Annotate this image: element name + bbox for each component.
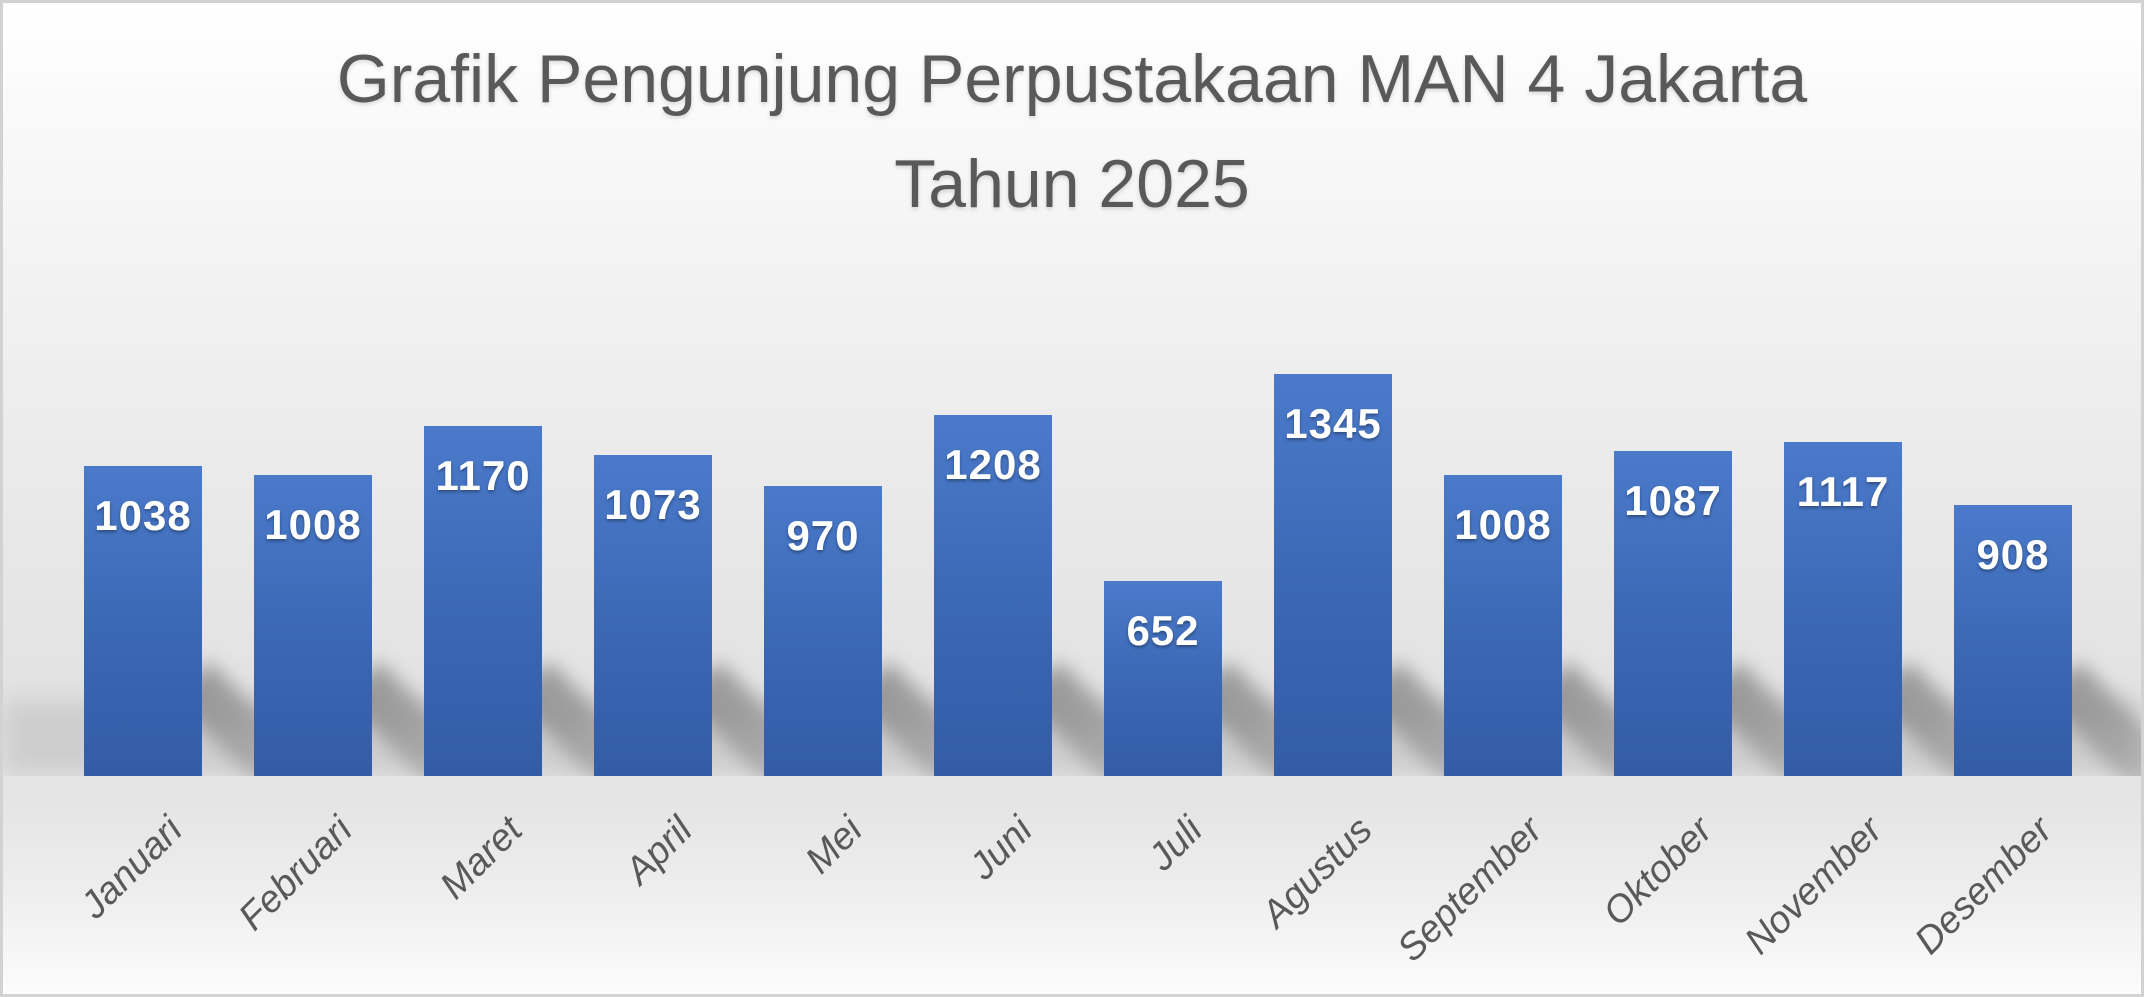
- bar-value-label: 1073: [604, 481, 702, 528]
- bar-mei: 970: [764, 486, 882, 776]
- bar-desember: 908: [1954, 505, 2072, 776]
- bar-value-label: 970: [786, 512, 860, 559]
- x-axis-label-januari: Januari: [72, 809, 191, 927]
- bar-oktober: 1087: [1614, 451, 1732, 776]
- chart-title: Grafik Pengunjung Perpustakaan MAN 4 Jak…: [3, 27, 2141, 238]
- bar-januari: 1038: [84, 466, 202, 776]
- bar-value-label: 908: [1976, 531, 2050, 578]
- bar-value-label: 1008: [264, 501, 362, 548]
- bar-value-label: 1038: [94, 492, 192, 539]
- bar-value-label: 652: [1126, 607, 1200, 654]
- bar-april: 1073: [594, 455, 712, 776]
- bar-juni: 1208: [934, 415, 1052, 776]
- bar-november: 1117: [1784, 442, 1902, 776]
- bar-value-label: 1117: [1796, 468, 1890, 515]
- bar-value-label: 1008: [1454, 501, 1552, 548]
- chart-title-line2: Tahun 2025: [894, 146, 1250, 223]
- chart-title-line1: Grafik Pengunjung Perpustakaan MAN 4 Jak…: [336, 41, 1808, 117]
- bar-februari: 1008: [254, 475, 372, 776]
- bar-value-label: 1208: [944, 441, 1042, 488]
- bar-value-label: 1170: [435, 452, 531, 499]
- bar-agustus: 1345: [1274, 374, 1392, 776]
- bar-juli: 652: [1104, 581, 1222, 776]
- bar-september: 1008: [1444, 475, 1562, 776]
- bar-value-label: 1087: [1624, 477, 1722, 524]
- bar-value-label: 1345: [1284, 400, 1382, 447]
- bar-maret: 1170: [424, 426, 542, 776]
